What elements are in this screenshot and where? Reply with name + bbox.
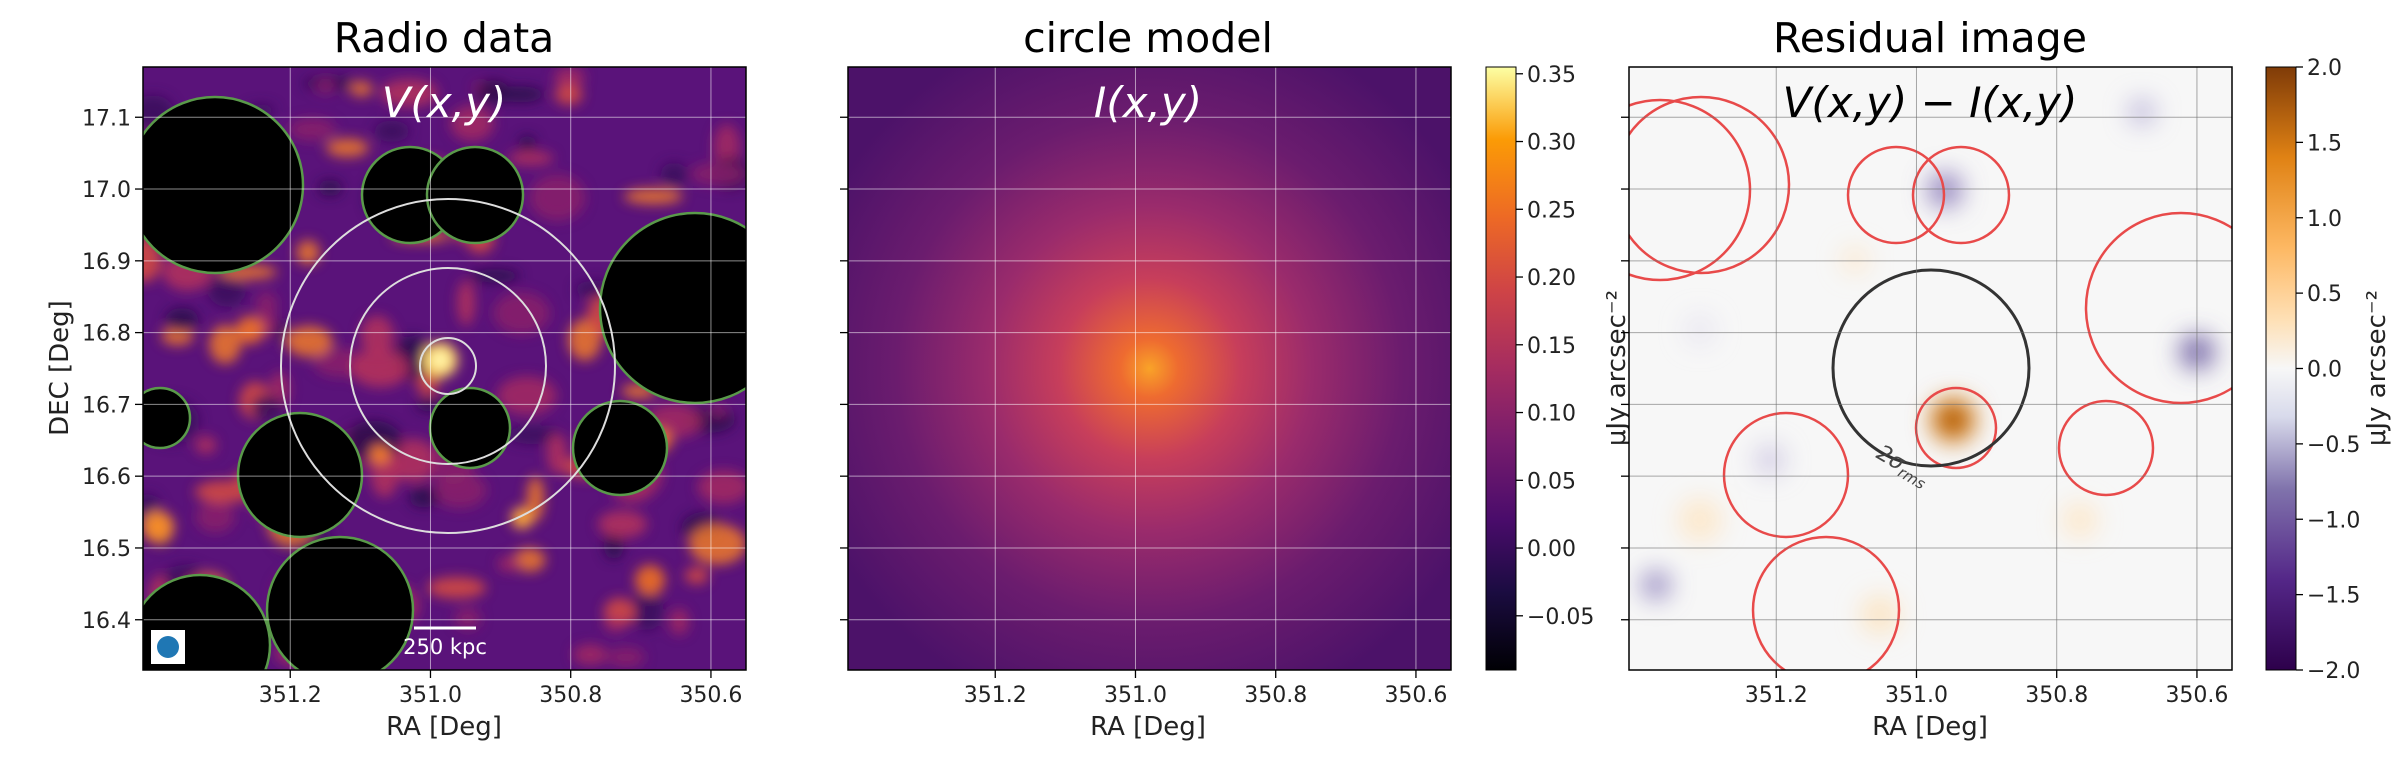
colorbar-tick-label: −2.0 bbox=[2307, 659, 2360, 684]
panel-radio-data: Radio data V(x,y) 250 kpc 351.2 351.0 350.… bbox=[45, 14, 747, 742]
mask-region bbox=[598, 211, 746, 405]
mask-region bbox=[236, 411, 364, 539]
colorbar-tick-label: 1.0 bbox=[2307, 207, 2342, 232]
colorbar-tick-label: 2.0 bbox=[2307, 56, 2342, 81]
x-tick-label: 350.8 bbox=[2025, 683, 2088, 708]
x-axis-label: RA [Deg] bbox=[386, 712, 502, 742]
colorbar-label: μJy arcsec⁻² bbox=[2362, 290, 2392, 446]
y-axis-label: DEC [Deg] bbox=[45, 300, 75, 436]
x-tick-label: 351.0 bbox=[1885, 683, 1948, 708]
y-tick-label: 17.1 bbox=[82, 106, 131, 131]
mask-region bbox=[1629, 95, 1791, 275]
panel-title: circle model bbox=[1023, 14, 1273, 62]
x-tick-label: 351.2 bbox=[1745, 683, 1808, 708]
colorbar-tick-label: 0.00 bbox=[1527, 537, 1576, 562]
colorbar-tick-label: 0.20 bbox=[1527, 266, 1576, 291]
y-tick-label: 16.8 bbox=[82, 322, 131, 347]
x-tick-label: 351.0 bbox=[399, 683, 462, 708]
2sigma-circle bbox=[1831, 268, 2031, 468]
y-tick-label: 16.4 bbox=[82, 609, 131, 634]
mask-region bbox=[2084, 211, 2232, 405]
colorbar-model bbox=[1486, 67, 1516, 670]
y-tick-label: 16.5 bbox=[82, 537, 131, 562]
panel-title: Residual image bbox=[1773, 14, 2087, 62]
x-axis-label: RA [Deg] bbox=[1090, 712, 1206, 742]
mask-region bbox=[425, 145, 525, 245]
y-tick-label: 17.0 bbox=[82, 178, 131, 203]
mask-region bbox=[265, 535, 415, 670]
beam-icon bbox=[157, 636, 179, 658]
scale-bar-label: 250 kpc bbox=[403, 635, 487, 659]
colorbar-tick-label: 0.05 bbox=[1527, 469, 1576, 494]
mask-region bbox=[571, 399, 669, 497]
residual-image bbox=[1629, 67, 2232, 670]
panel-residual: Residual image V(x,y) − I(x,y) 2σrms 351… bbox=[1621, 14, 2392, 742]
annulus-circle bbox=[349, 267, 547, 465]
x-axis-label: RA [Deg] bbox=[1872, 712, 1988, 742]
x-tick-label: 351.0 bbox=[1104, 683, 1167, 708]
colorbar-tick-label: 0.30 bbox=[1527, 131, 1576, 156]
panel-circle-model: circle model I(x,y) 351.2 351.0 350.8 350.6… bbox=[840, 14, 1632, 742]
colorbar-tick-label: 0.35 bbox=[1527, 63, 1576, 88]
colorbar-residual bbox=[2266, 67, 2296, 670]
mask-region bbox=[1911, 145, 2011, 245]
colorbar-tick-label: 0.10 bbox=[1527, 402, 1576, 427]
x-tick-label: 350.6 bbox=[1384, 683, 1447, 708]
mask-region bbox=[143, 95, 305, 275]
colorbar-tick-label: 1.5 bbox=[2307, 131, 2342, 156]
colorbar-tick-label: 0.15 bbox=[1527, 334, 1576, 359]
x-tick-label: 350.6 bbox=[2165, 683, 2228, 708]
model-image bbox=[848, 67, 1451, 670]
panel-title: Radio data bbox=[334, 14, 555, 62]
radio-image bbox=[143, 67, 746, 670]
mask-region bbox=[143, 386, 192, 450]
mask-region bbox=[1629, 98, 1752, 282]
annulus-circle bbox=[419, 337, 477, 395]
colorbar-label: μJy arcsec⁻² bbox=[1602, 290, 1632, 446]
x-tick-label: 350.8 bbox=[539, 683, 602, 708]
x-tick-label: 350.8 bbox=[1244, 683, 1307, 708]
colorbar-tick-label: 0.25 bbox=[1527, 198, 1576, 223]
mask-region bbox=[2057, 399, 2155, 497]
formula-label: V(x,y) − I(x,y) bbox=[1783, 78, 2078, 127]
colorbar-tick-label: −0.5 bbox=[2307, 433, 2360, 458]
colorbar-tick-label: −0.05 bbox=[1527, 605, 1594, 630]
annulus-circle bbox=[280, 198, 616, 534]
colorbar-tick-label: −1.5 bbox=[2307, 584, 2360, 609]
x-tick-label: 350.6 bbox=[679, 683, 742, 708]
y-tick-label: 16.7 bbox=[82, 393, 131, 418]
mask-region bbox=[1722, 411, 1850, 539]
mask-region bbox=[428, 386, 512, 470]
mask-region bbox=[1846, 145, 1946, 245]
colorbar-tick-label: 0.5 bbox=[2307, 282, 2342, 307]
mask-region bbox=[1751, 535, 1901, 670]
colorbar-tick-label: 0.0 bbox=[2307, 358, 2342, 383]
y-tick-label: 16.9 bbox=[82, 250, 131, 275]
y-tick-label: 16.6 bbox=[82, 465, 131, 490]
colorbar-tick-label: −1.0 bbox=[2307, 508, 2360, 533]
x-tick-label: 351.2 bbox=[964, 683, 1027, 708]
formula-label: I(x,y) bbox=[1094, 78, 1202, 127]
x-tick-label: 351.2 bbox=[259, 683, 322, 708]
formula-label: V(x,y) bbox=[382, 78, 507, 127]
